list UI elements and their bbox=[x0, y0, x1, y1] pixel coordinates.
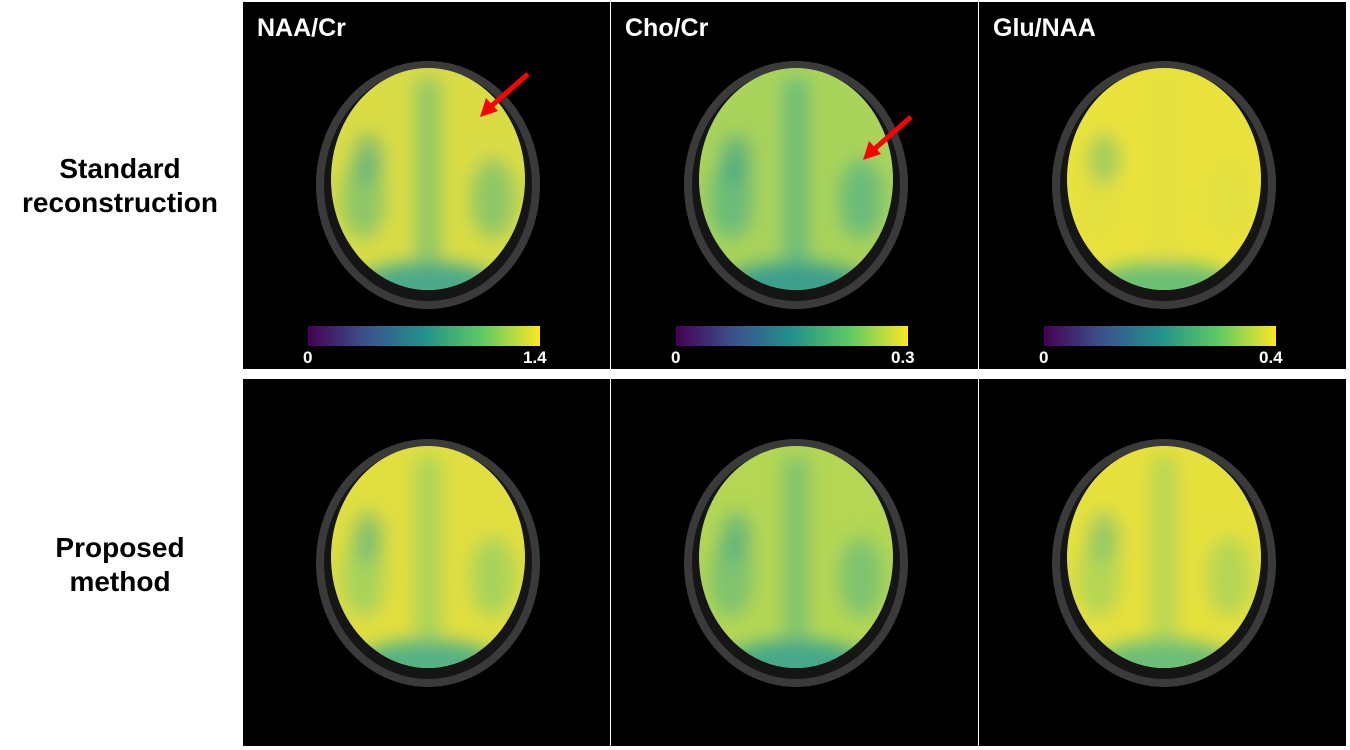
row-label-standard: Standard reconstruction bbox=[0, 152, 240, 220]
colorbar-max: 0.4 bbox=[1259, 348, 1283, 367]
colorbar-min: 0 bbox=[1039, 348, 1049, 367]
colorbar-min: 0 bbox=[671, 348, 681, 367]
map-panel: Cho/Cr 0 0.3 bbox=[611, 2, 978, 369]
colorbar-max: 1.4 bbox=[523, 348, 547, 367]
colorbar-min: 0 bbox=[303, 348, 313, 367]
metric-title: NAA/Cr bbox=[257, 14, 346, 42]
metabolite-map bbox=[699, 446, 893, 668]
metabolite-map bbox=[699, 68, 893, 290]
map-panel bbox=[243, 379, 610, 746]
row-label-text: Standard reconstruction bbox=[21, 153, 219, 218]
red-arrow bbox=[480, 72, 530, 117]
colorbar bbox=[1044, 326, 1276, 346]
map-panel: Glu/NAA 0 0.4 bbox=[979, 2, 1346, 369]
map-panel: NAA/Cr 0 1.4 bbox=[243, 2, 610, 369]
map-panel bbox=[611, 379, 978, 746]
red-arrow bbox=[863, 115, 913, 160]
colorbar-max: 0.3 bbox=[891, 348, 915, 367]
colorbar bbox=[308, 326, 540, 346]
map-panel bbox=[979, 379, 1346, 746]
colorbar bbox=[676, 326, 908, 346]
metric-title: Cho/Cr bbox=[625, 14, 709, 42]
metabolite-map bbox=[1067, 446, 1261, 668]
row-label-text: Proposed method bbox=[55, 532, 185, 597]
row-label-proposed: Proposed method bbox=[0, 531, 240, 599]
metabolite-map bbox=[331, 446, 525, 668]
metabolite-map bbox=[331, 68, 525, 290]
metric-title: Glu/NAA bbox=[993, 14, 1096, 42]
metabolite-map bbox=[1067, 68, 1261, 290]
